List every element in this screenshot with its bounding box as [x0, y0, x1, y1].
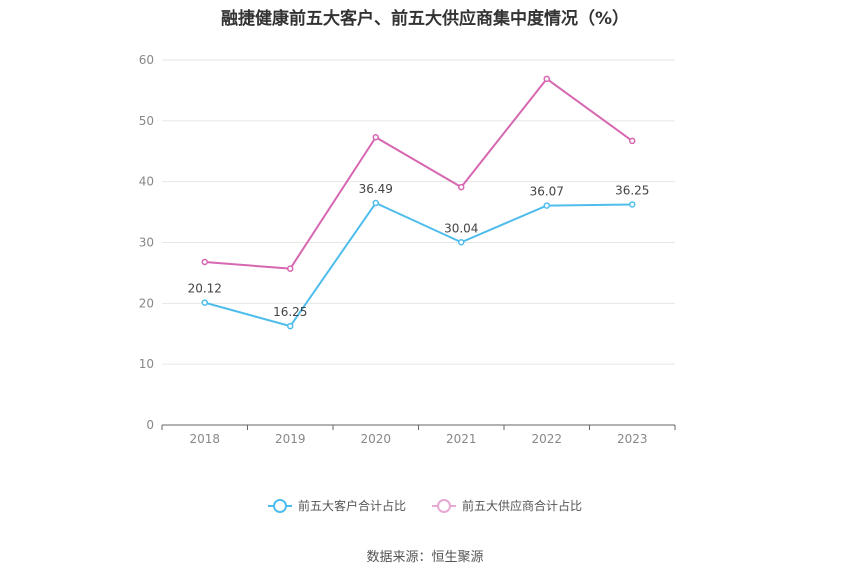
x-tick-label: 2019: [275, 432, 306, 446]
data-label: 36.25: [615, 183, 649, 197]
data-label: 16.25: [273, 305, 307, 319]
y-tick-label: 0: [146, 418, 154, 432]
x-tick-label: 2021: [446, 432, 477, 446]
data-point-customers: [543, 202, 550, 209]
y-tick-label: 10: [139, 357, 154, 371]
data-point-customers: [287, 322, 294, 330]
chart-title: 融捷健康前五大客户、前五大供应商集中度情况（%）: [220, 9, 630, 29]
data-point-customers: [372, 199, 379, 207]
legend: 前五大客户合计占比 前五大供应商合计占比: [0, 497, 850, 514]
data-point-suppliers: [372, 134, 379, 141]
x-axis: 2018 2019 2020 2021 2022 2023: [161, 424, 676, 446]
data-point-suppliers: [458, 183, 465, 191]
data-point-suppliers: [543, 75, 550, 83]
grid-lines: [162, 59, 675, 365]
x-tick-label: 2020: [360, 432, 391, 446]
legend-item-suppliers[interactable]: 前五大供应商合计占比: [432, 497, 582, 514]
series-line-suppliers: [204, 77, 633, 270]
data-point-suppliers: [629, 137, 636, 145]
y-tick-label: 20: [139, 296, 154, 310]
data-label: 30.04: [444, 221, 478, 235]
legend-item-customers[interactable]: 前五大客户合计占比: [267, 497, 406, 514]
legend-label-suppliers: 前五大供应商合计占比: [462, 499, 583, 513]
y-tick-label: 50: [139, 114, 154, 128]
x-tick-label: 2018: [189, 432, 220, 446]
data-source: 数据来源：恒生聚源: [366, 550, 484, 565]
data-label: 36.07: [530, 185, 564, 199]
data-labels: 20.12 16.25 36.49 30.04 36.07 36.25: [188, 182, 650, 319]
y-tick-label: 40: [139, 175, 154, 189]
series-lines: [201, 75, 636, 330]
series-line-customers: [204, 202, 633, 328]
data-point-suppliers: [201, 258, 208, 266]
y-tick-label: 60: [139, 53, 154, 67]
y-axis-ticks: 0 10 20 30 40 50 60: [139, 53, 154, 432]
x-tick-label: 2023: [617, 432, 648, 446]
data-point-suppliers: [287, 265, 294, 272]
data-label: 20.12: [188, 282, 222, 296]
legend-swatch-customers: [267, 498, 292, 513]
data-point-customers: [629, 201, 636, 208]
data-point-customers: [458, 239, 465, 246]
legend-label-customers: 前五大客户合计占比: [297, 499, 406, 513]
legend-swatch-suppliers: [432, 498, 456, 513]
x-tick-label: 2022: [531, 432, 562, 446]
data-point-customers: [201, 299, 208, 306]
y-tick-label: 30: [139, 236, 154, 250]
data-label: 36.49: [359, 182, 393, 196]
